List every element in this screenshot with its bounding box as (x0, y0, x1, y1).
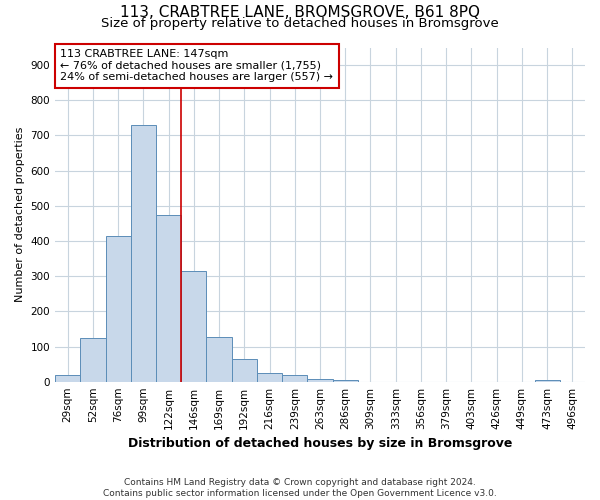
Bar (307, 379, 332, 382)
Bar (535, 380, 560, 382)
Bar (332, 380, 358, 382)
Bar (55, 376, 80, 382)
X-axis label: Distribution of detached houses by size in Bromsgrove: Distribution of detached houses by size … (128, 437, 512, 450)
Bar (232, 359, 257, 382)
Bar (80, 338, 106, 382)
Text: 113, CRABTREE LANE, BROMSGROVE, B61 8PQ: 113, CRABTREE LANE, BROMSGROVE, B61 8PQ (120, 5, 480, 20)
Bar (131, 125, 156, 382)
Text: Contains HM Land Registry data © Crown copyright and database right 2024.
Contai: Contains HM Land Registry data © Crown c… (103, 478, 497, 498)
Text: Size of property relative to detached houses in Bromsgrove: Size of property relative to detached ho… (101, 18, 499, 30)
Text: 113 CRABTREE LANE: 147sqm
← 76% of detached houses are smaller (1,755)
24% of se: 113 CRABTREE LANE: 147sqm ← 76% of detac… (61, 49, 334, 82)
Bar (156, 214, 181, 382)
Bar (257, 373, 282, 382)
Y-axis label: Number of detached properties: Number of detached properties (15, 127, 25, 302)
Bar (106, 236, 131, 382)
Bar (206, 336, 232, 382)
Bar (282, 376, 307, 382)
Bar (181, 271, 206, 382)
